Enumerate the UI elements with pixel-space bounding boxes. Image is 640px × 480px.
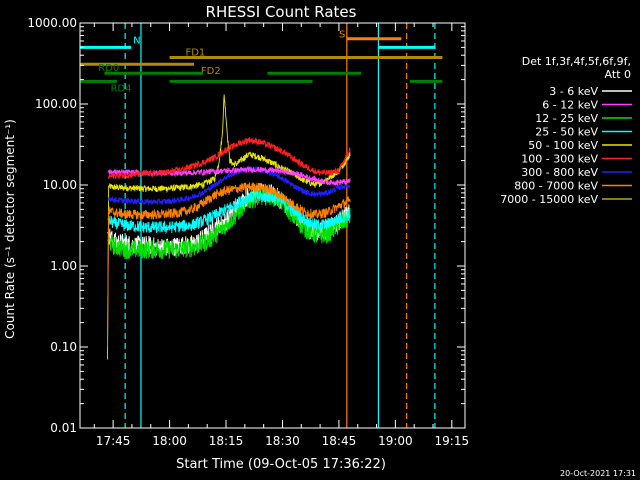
y-tick-label: 1.00 [50,259,77,273]
legend-entry-label: 50 - 100 keV [528,139,598,152]
flag-label: S [339,30,345,41]
flag-label: FD1 [185,48,205,59]
series-line [107,186,351,260]
series-line [107,182,351,348]
series-line [107,94,351,360]
plot-frame [79,22,466,429]
y-tick-label: 0.10 [50,340,77,354]
legend-entry-label: 300 - 800 keV [521,166,598,179]
x-tick-label: 18:30 [265,434,300,448]
x-tick-label: 17:45 [96,434,131,448]
x-tick-label: 18:15 [209,434,244,448]
legend-entry-label: 3 - 6 keV [549,85,598,98]
x-axis-label: Start Time (09-Oct-05 17:36:22) [176,457,386,472]
flag-label: RD0 [98,63,119,74]
x-tick-label: 18:00 [152,434,187,448]
x-tick-label: 19:00 [378,434,413,448]
flag-label: FD2 [201,66,221,77]
legend-header: Att 0 [605,68,631,81]
y-tick-label: 10.00 [43,178,77,192]
x-tick-label: 18:45 [322,434,357,448]
legend-entry-label: 7000 - 15000 keV [500,193,598,206]
legend-entry-label: 25 - 50 keV [535,126,598,139]
legend-header: Det 1f,3f,4f,5f,6f,9f, [522,55,631,68]
flag-label: RD4 [111,83,132,94]
y-tick-label: 0.01 [50,421,77,435]
legend-entry-label: 6 - 12 keV [542,99,598,112]
legend-entry-label: 800 - 7000 keV [514,180,598,193]
legend-entry-label: 100 - 300 keV [521,153,598,166]
series-line [107,165,351,206]
flag-label: N [133,35,140,46]
y-axis-label: Count Rate (s⁻¹ detector segment⁻¹) [3,119,17,339]
legend-entry-label: 12 - 25 keV [535,112,598,125]
series-line [107,190,351,235]
y-tick-label: 1000.00 [27,16,77,30]
chart-title: RHESSI Count Rates [206,3,357,21]
y-tick-label: 100.00 [35,97,77,111]
footer-date: 20-Oct-2021 17:31 [560,469,636,478]
x-tick-label: 19:15 [435,434,470,448]
series-line [107,137,351,180]
